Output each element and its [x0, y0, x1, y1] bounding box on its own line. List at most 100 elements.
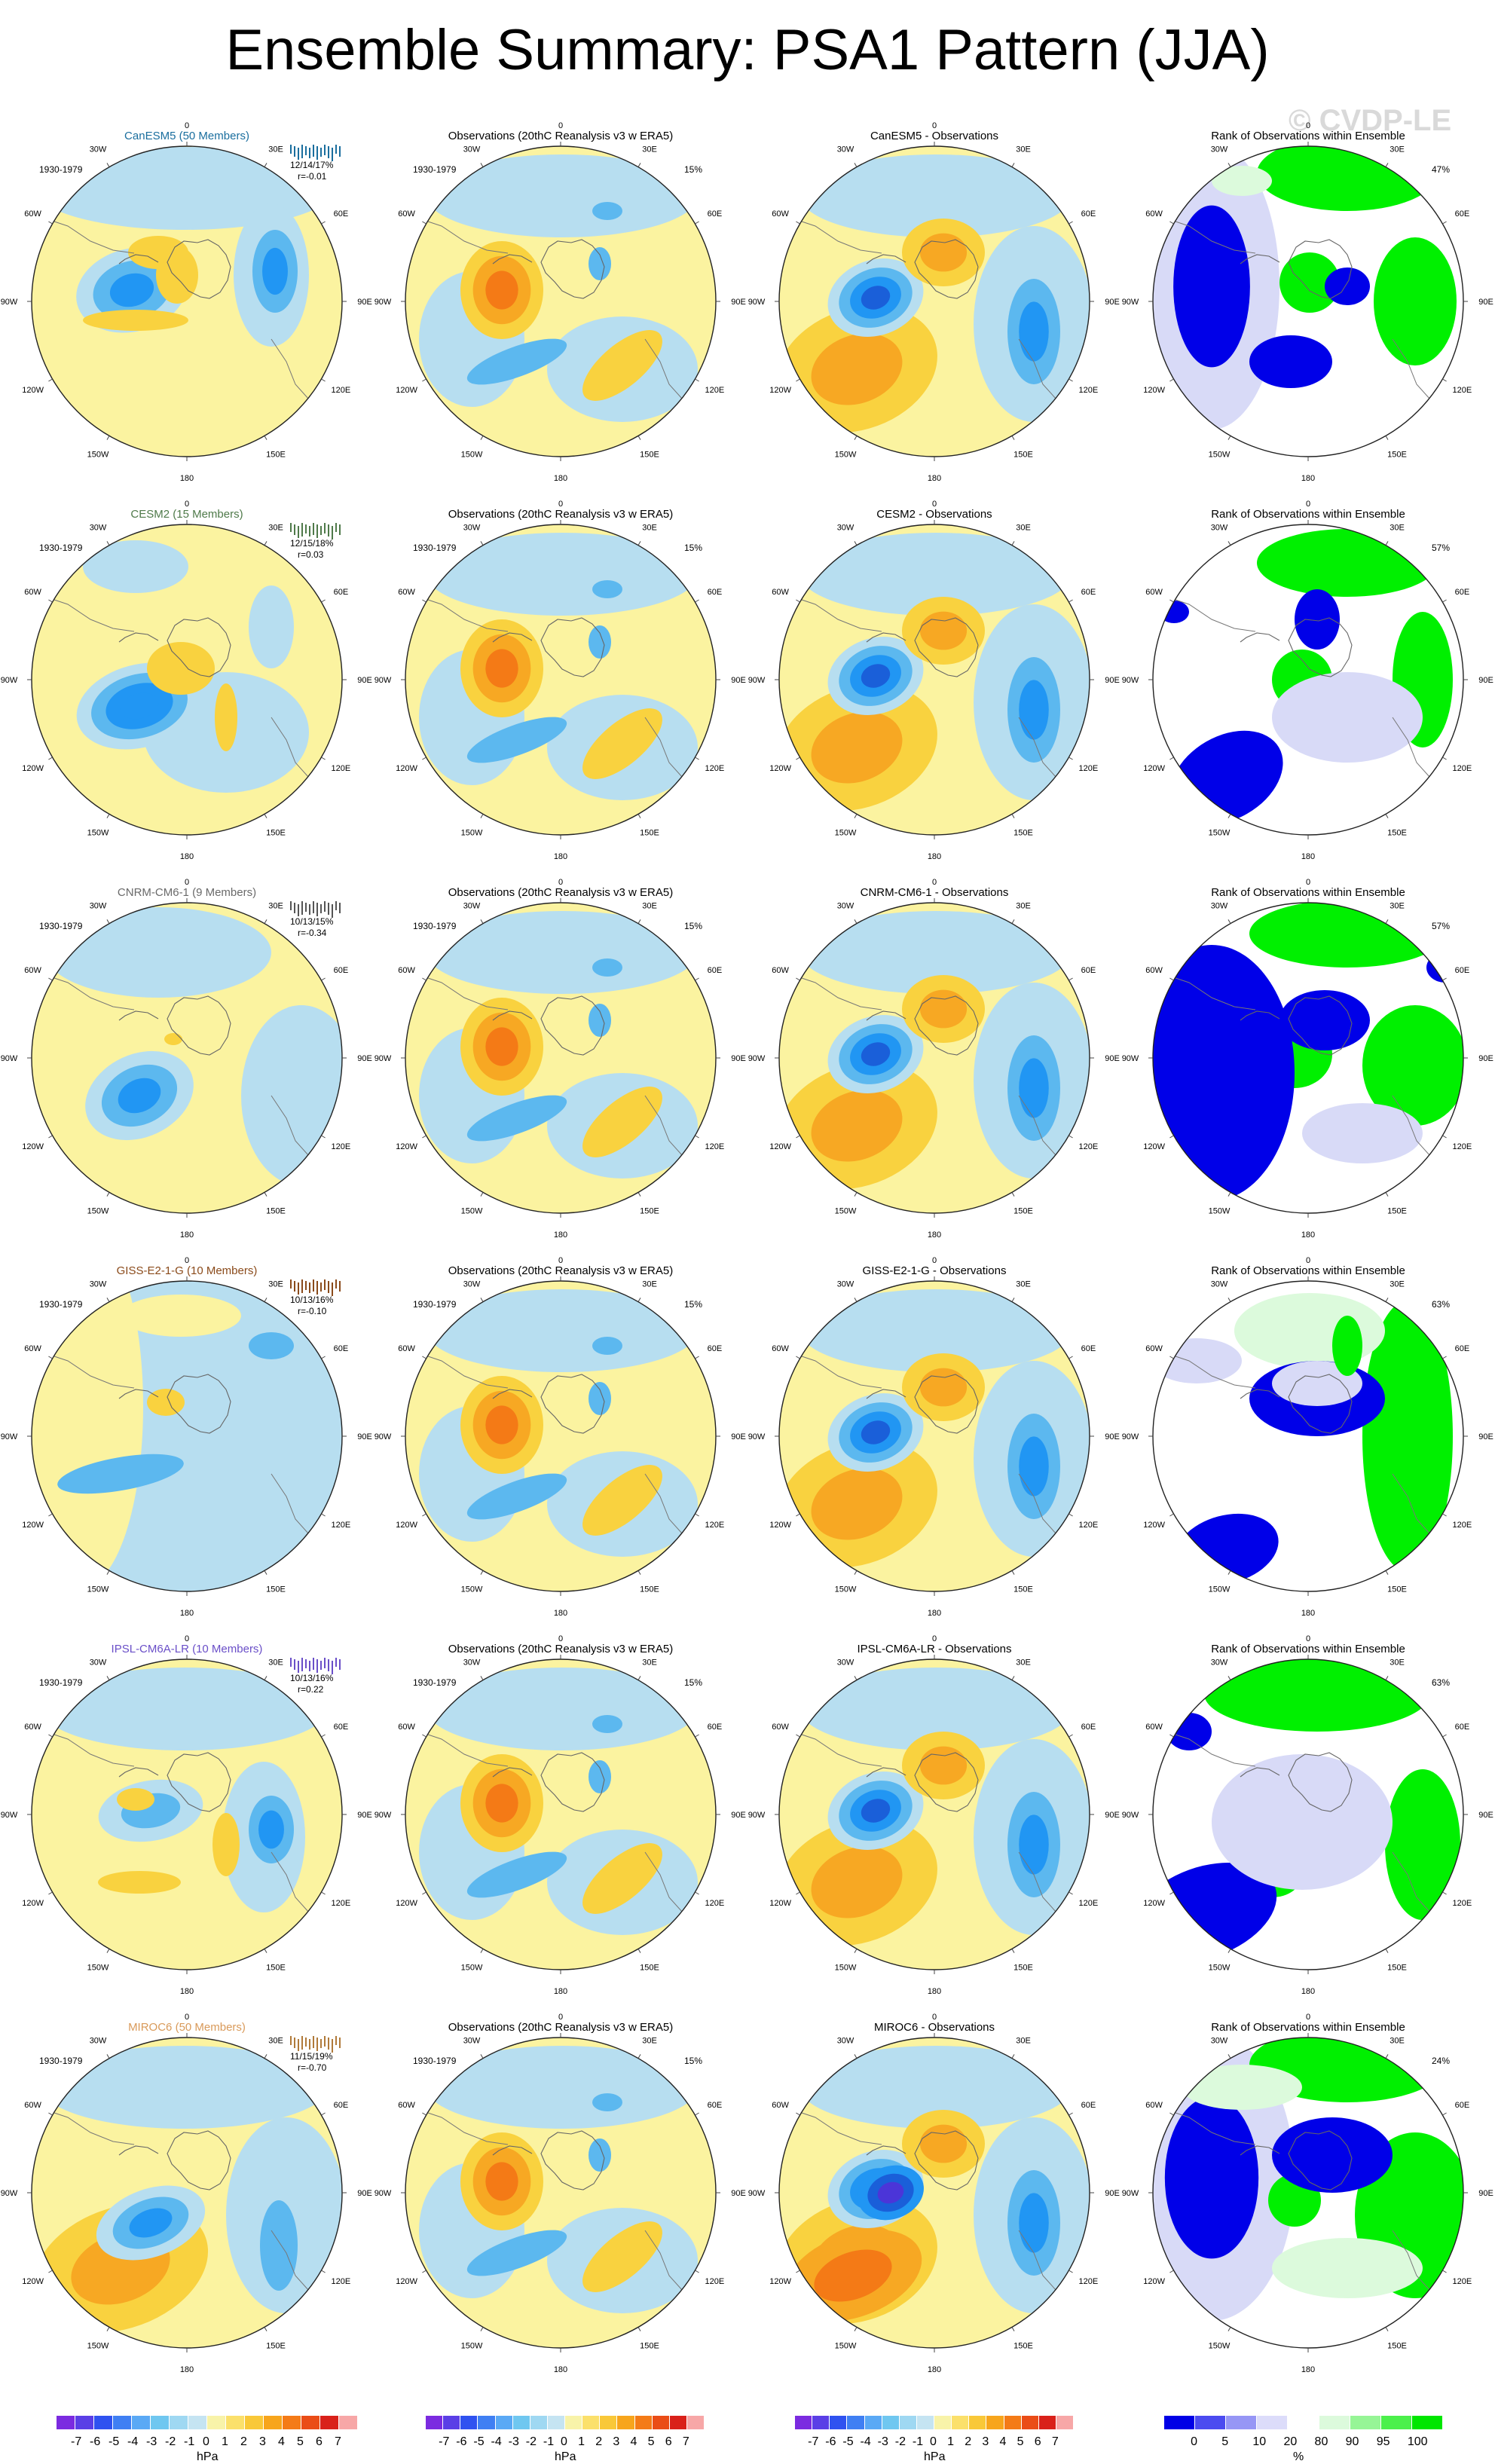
- colorbar-cell: [151, 2416, 170, 2429]
- colorbar-tick: -5: [109, 2435, 120, 2448]
- lon-label: 0: [558, 500, 563, 509]
- lon-label: 150W: [1209, 1964, 1231, 1973]
- colorbar-cell: [864, 2416, 882, 2429]
- rank-title: Rank of Observations within Ensemble: [1211, 130, 1405, 142]
- lon-label: 90W: [1, 676, 18, 685]
- lon-label: 90E: [1105, 1432, 1120, 1441]
- rank-title: Rank of Observations within Ensemble: [1211, 2021, 1405, 2034]
- map-field: [32, 524, 342, 835]
- lon-label: 60E: [708, 966, 723, 975]
- map-field: [405, 524, 716, 835]
- lon-label: 120W: [396, 2277, 417, 2286]
- lon-label: 120E: [1453, 1521, 1472, 1530]
- stats-label: 10/13/16% r=0.22: [290, 1673, 333, 1695]
- colorbar-tick: -4: [860, 2435, 871, 2448]
- colorbar-cell: [847, 2416, 865, 2429]
- lon-label: 30W: [90, 145, 107, 154]
- colorbar-tick: -5: [473, 2435, 485, 2448]
- lon-label: 180: [928, 1230, 941, 1240]
- map-field: [32, 146, 342, 457]
- diff-title: GISS-E2-1-G - Observations: [862, 1264, 1007, 1277]
- lon-label: 180: [554, 852, 567, 861]
- map-field: [32, 1281, 342, 1591]
- lon-label: 60E: [708, 588, 723, 597]
- lon-label: 90W: [375, 676, 392, 685]
- lon-label: 120W: [396, 764, 417, 773]
- panel-rank: 0 30E 60E 90E 120E 150E 180 150W 120W 90W 60W 30W R…: [1121, 870, 1495, 1248]
- period-label: 1930-1979: [413, 1299, 457, 1310]
- rank-title: Rank of Observations within Ensemble: [1211, 886, 1405, 899]
- lon-label: 30E: [1390, 523, 1405, 532]
- lon-label: 0: [932, 1256, 937, 1265]
- colorbar-cell: [512, 2416, 530, 2429]
- member-strip: [290, 2036, 343, 2053]
- lon-label: 180: [1301, 852, 1315, 861]
- diff-title: CESM2 - Observations: [876, 508, 992, 521]
- rank-pct: 47%: [1432, 164, 1451, 175]
- map-field: [405, 903, 716, 1213]
- stats-label: 12/15/18% r=0.03: [290, 538, 333, 561]
- pattern-corr: r=0.22: [298, 1684, 324, 1695]
- panel-rank: 0 30E 60E 90E 120E 150E 180 150W 120W 90W 60W 30W R…: [1121, 2004, 1495, 2383]
- colorbar-tick: -7: [71, 2435, 82, 2448]
- colorbar-cell: [1004, 2416, 1022, 2429]
- lon-label: 60E: [708, 1344, 723, 1353]
- lon-label: 120E: [1079, 1521, 1099, 1530]
- lon-label: 0: [558, 1634, 563, 1643]
- lon-label: 150E: [1387, 1207, 1407, 1216]
- lon-label: 150W: [87, 1585, 109, 1594]
- panel-model: 0 30E 60E 90E 120E 150E 180 150W 120W 90W 60W 30W I…: [0, 1626, 374, 2004]
- lon-label: 180: [180, 2365, 194, 2374]
- lon-label: 0: [1306, 121, 1310, 130]
- colorbar-cell: [57, 2416, 75, 2429]
- colorbar-cell: [1056, 2416, 1074, 2429]
- lon-label: 60W: [398, 588, 415, 597]
- lon-label: 0: [558, 121, 563, 130]
- stats-label: 12/14/17% r=-0.01: [290, 160, 333, 182]
- colorbar-tick: 4: [999, 2435, 1007, 2448]
- lon-label: 60W: [1145, 2101, 1163, 2110]
- lon-label: 120W: [396, 1899, 417, 1908]
- variance-pct: 15%: [684, 1677, 703, 1688]
- lon-label: 150E: [1013, 451, 1033, 460]
- lon-label: 60W: [24, 588, 41, 597]
- colorbar-tick: 90: [1345, 2435, 1359, 2448]
- lon-label: 120E: [1453, 764, 1472, 773]
- lon-label: 60E: [1081, 1344, 1096, 1353]
- lon-label: 120E: [1453, 1899, 1472, 1908]
- lon-label: 30W: [463, 1279, 481, 1289]
- lon-label: 0: [932, 121, 937, 130]
- lon-label: 150E: [266, 451, 286, 460]
- lon-label: 30W: [463, 901, 481, 910]
- lon-label: 90W: [1, 1432, 18, 1441]
- lon-label: 90W: [1, 2189, 18, 2198]
- lon-label: 60W: [398, 209, 415, 219]
- variance-pct: 15%: [684, 2056, 703, 2066]
- colorbar-cell: [460, 2416, 478, 2429]
- colorbar-unit: hPa: [197, 2450, 219, 2463]
- lon-label: 120W: [22, 764, 44, 773]
- colorbar-cell: [795, 2416, 813, 2429]
- lon-label: 60W: [1145, 1723, 1163, 1732]
- panel-rank: 0 30E 60E 90E 120E 150E 180 150W 120W 90W 60W 30W R…: [1121, 1248, 1495, 1626]
- lon-label: 120W: [1143, 386, 1165, 395]
- lon-label: 90E: [1105, 2189, 1120, 2198]
- lon-label: 0: [932, 500, 937, 509]
- lon-label: 90E: [1478, 1811, 1493, 1820]
- lon-label: 150E: [640, 1207, 659, 1216]
- lon-label: 180: [180, 852, 194, 861]
- lon-label: 60E: [1081, 1723, 1096, 1732]
- lon-label: 120E: [705, 1521, 725, 1530]
- lon-label: 90W: [1, 1054, 18, 1063]
- colorbar-cell: [812, 2416, 830, 2429]
- lon-label: 120E: [332, 1521, 351, 1530]
- pattern-corr: r=-0.34: [298, 928, 327, 938]
- model-title: GISS-E2-1-G (10 Members): [116, 1264, 258, 1277]
- lon-label: 120W: [1143, 2277, 1165, 2286]
- lon-label: 90W: [1122, 2189, 1139, 2198]
- lon-label: 150E: [1013, 829, 1033, 838]
- colorbar-tick: 1: [578, 2435, 585, 2448]
- lon-label: 180: [554, 1609, 567, 1618]
- lon-label: 60E: [334, 966, 349, 975]
- lon-label: 90W: [375, 1432, 392, 1441]
